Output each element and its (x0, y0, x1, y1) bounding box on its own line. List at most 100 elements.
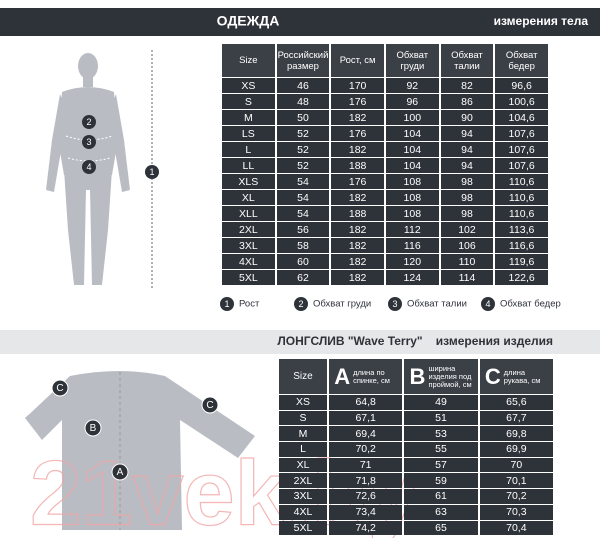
table-cell: XS (279, 395, 327, 410)
table-cell: 86 (440, 94, 494, 109)
legend-marker-circle (294, 297, 308, 311)
table-cell: 122,6 (495, 270, 548, 285)
table-cell: LS (222, 126, 275, 141)
column-header: Обхват талии (440, 44, 494, 77)
table-cell: 3XL (222, 238, 275, 253)
table-cell: 100 (385, 110, 439, 125)
body-marker-circle (82, 115, 96, 129)
table-cell: 107,6 (495, 126, 548, 141)
table-cell: 70 (479, 457, 553, 473)
table-cell: S (222, 94, 275, 109)
table-cell: 69,9 (479, 442, 553, 457)
column-header: Обхват груди (385, 44, 439, 77)
table-cell: 73,4 (329, 504, 403, 520)
header-bar (0, 8, 600, 36)
table-cell: 124 (385, 270, 439, 285)
header-row: Size Российский размер Рост, см Обхват груд… (222, 44, 548, 77)
table-cell: 69,4 (329, 426, 403, 442)
body-marker-circle (145, 165, 159, 179)
table-cell: 71 (329, 457, 403, 473)
column-header: Российский размер (276, 44, 330, 77)
table-cell: 98 (440, 190, 494, 205)
table-cell: 65,6 (479, 395, 553, 410)
table-cell: 182 (331, 142, 384, 157)
body-silhouette (46, 53, 130, 285)
shirt-marker-label: A (117, 467, 124, 478)
legend-label: Рост (239, 299, 260, 310)
table-cell: 62 (276, 270, 330, 285)
table-cell: 4XL (222, 254, 275, 269)
body-marker-circle (82, 135, 96, 149)
product-subtitle: измерения изделия (436, 334, 553, 348)
table-row: 2XL 56 182 112 102 113,6 (222, 222, 548, 237)
measure-label: длина по спинке, см (353, 367, 390, 385)
table-cell: 119,6 (495, 254, 548, 269)
column-header: Size (279, 359, 327, 394)
table-cell: 94 (440, 158, 494, 173)
legend-label: Обхват груди (313, 299, 371, 310)
table-cell: 54 (276, 190, 330, 205)
legend-label: Обхват бедер (500, 299, 561, 310)
table-cell: 182 (331, 222, 384, 237)
table-cell: 70,4 (479, 520, 553, 536)
legend-marker-circle (388, 297, 402, 311)
table-cell: 102 (440, 222, 494, 237)
table-row: XL 71 57 70 (279, 457, 553, 473)
table-row: M 50 182 100 90 104,6 (222, 110, 548, 125)
table-row: LS 52 176 104 94 107,6 (222, 126, 548, 141)
table-row: 5XL 74,2 65 70,4 (279, 520, 553, 536)
markers: 1 2 3 4 (82, 115, 159, 179)
table-cell: 116,6 (495, 238, 548, 253)
table-cell: 4XL (279, 504, 327, 520)
table-cell: 74,2 (329, 520, 403, 536)
table-cell: 3XL (279, 489, 327, 504)
table-row: S 48 176 96 86 100,6 (222, 94, 548, 109)
table-cell: 110,6 (495, 174, 548, 189)
body-size-table: Size Российский размер Рост, см Обхват груд… (220, 43, 550, 286)
table-cell: 176 (331, 94, 384, 109)
table-cell: XL (279, 457, 327, 473)
shirt-marker-circle (201, 396, 219, 414)
table-cell: 70,3 (479, 504, 553, 520)
header-content: Size (279, 371, 327, 382)
table-cell: 100,6 (495, 94, 548, 109)
table-cell: 54 (276, 206, 330, 221)
table-cell: 59 (404, 473, 478, 489)
table-cell: 46 (276, 78, 330, 93)
table-cell: 92 (385, 78, 439, 93)
product-bar (0, 330, 600, 354)
legend-marker-label: 4 (485, 299, 490, 309)
header-title: ОДЕЖДА (217, 13, 280, 29)
table-cell: 98 (440, 206, 494, 221)
table-cell: 57 (404, 457, 478, 473)
table-cell: 64,8 (329, 395, 403, 410)
table-row: XL 54 182 108 98 110,6 (222, 190, 548, 205)
legend-marker-label: 3 (392, 299, 397, 309)
body-marker-label: 3 (86, 137, 91, 147)
table-cell: 104 (385, 158, 439, 173)
table-row: LL 52 188 104 94 107,6 (222, 158, 548, 173)
table-row: M 69,4 53 69,8 (279, 426, 553, 442)
table-cell: XLL (222, 206, 275, 221)
table-cell: XS (222, 78, 275, 93)
shirt-marker-label: C (56, 383, 63, 394)
shirt-marker-circle (84, 419, 102, 437)
table-row: L 70,2 55 69,9 (279, 442, 553, 457)
table-cell: 116 (385, 238, 439, 253)
table-row: XS 64,8 49 65,6 (279, 395, 553, 410)
table-cell: M (279, 426, 327, 442)
table-cell: M (222, 110, 275, 125)
body-marker-label: 4 (86, 162, 91, 172)
table-cell: 188 (331, 206, 384, 221)
table-cell: 65 (404, 520, 478, 536)
table-cell: 176 (331, 174, 384, 189)
table-cell: 108 (385, 174, 439, 189)
table-cell: 69,8 (479, 426, 553, 442)
measure-label: Size (293, 371, 313, 382)
body-marker-label: 2 (86, 117, 91, 127)
table-cell: 170 (331, 78, 384, 93)
